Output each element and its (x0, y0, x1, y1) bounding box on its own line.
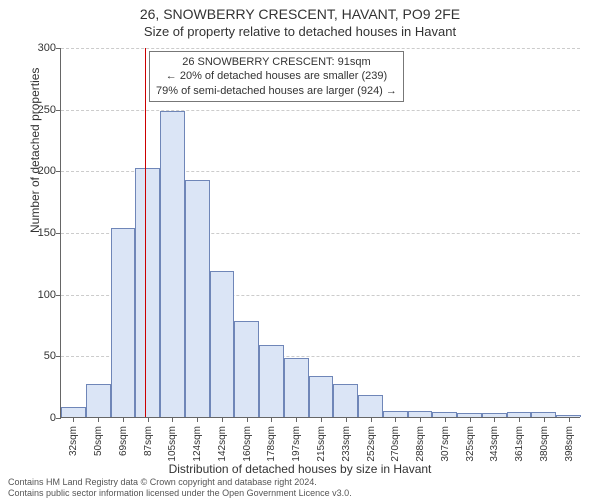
annotation-line: 26 SNOWBERRY CRESCENT: 91sqm (156, 55, 397, 69)
xtick-label: 87sqm (143, 426, 154, 456)
ytick-label: 50 (16, 350, 56, 362)
xtick-mark (247, 417, 248, 422)
histogram-bar (185, 180, 210, 417)
xtick-label: 325sqm (465, 426, 476, 462)
xtick-mark (395, 417, 396, 422)
xtick-label: 270sqm (390, 426, 401, 462)
xtick-label: 215sqm (316, 426, 327, 462)
xtick-label: 233sqm (341, 426, 352, 462)
chart-title-sub: Size of property relative to detached ho… (0, 24, 600, 39)
xtick-mark (172, 417, 173, 422)
xtick-mark (519, 417, 520, 422)
plot-area: 26 SNOWBERRY CRESCENT: 91sqm← 20% of det… (60, 48, 580, 418)
xtick-label: 142sqm (217, 426, 228, 462)
xtick-mark (123, 417, 124, 422)
ytick-label: 100 (16, 289, 56, 301)
xtick-label: 50sqm (93, 426, 104, 456)
gridline (61, 48, 580, 49)
xtick-mark (271, 417, 272, 422)
ytick-mark (56, 233, 61, 234)
histogram-bar (284, 358, 309, 417)
ytick-mark (56, 356, 61, 357)
footnote: Contains HM Land Registry data © Crown c… (8, 477, 352, 498)
xtick-label: 32sqm (68, 426, 79, 456)
xtick-mark (296, 417, 297, 422)
chart-container: 26, SNOWBERRY CRESCENT, HAVANT, PO9 2FE … (0, 0, 600, 500)
gridline (61, 110, 580, 111)
ytick-label: 200 (16, 165, 56, 177)
ytick-mark (56, 295, 61, 296)
histogram-bar (333, 384, 358, 417)
xtick-label: 160sqm (242, 426, 253, 462)
annotation-box: 26 SNOWBERRY CRESCENT: 91sqm← 20% of det… (149, 51, 404, 102)
xtick-label: 361sqm (514, 426, 525, 462)
xtick-mark (569, 417, 570, 422)
xtick-label: 178sqm (266, 426, 277, 462)
marker-line (145, 48, 146, 417)
annotation-line: ← 20% of detached houses are smaller (23… (156, 69, 397, 83)
histogram-bar (61, 407, 86, 417)
ytick-mark (56, 171, 61, 172)
xtick-label: 343sqm (489, 426, 500, 462)
ytick-mark (56, 48, 61, 49)
histogram-bar (210, 271, 235, 417)
ytick-label: 300 (16, 42, 56, 54)
xtick-mark (445, 417, 446, 422)
histogram-bar (160, 111, 185, 417)
ytick-label: 0 (16, 412, 56, 424)
xtick-label: 288sqm (415, 426, 426, 462)
footnote-line-1: Contains HM Land Registry data © Crown c… (8, 477, 317, 487)
chart-title-main: 26, SNOWBERRY CRESCENT, HAVANT, PO9 2FE (0, 6, 600, 22)
ytick-label: 250 (16, 104, 56, 116)
xtick-mark (98, 417, 99, 422)
ytick-mark (56, 418, 61, 419)
histogram-bar (234, 321, 259, 417)
ytick-mark (56, 110, 61, 111)
histogram-bar (259, 345, 284, 417)
histogram-bar (86, 384, 111, 417)
xtick-label: 105sqm (167, 426, 178, 462)
xtick-mark (197, 417, 198, 422)
xtick-mark (222, 417, 223, 422)
xtick-mark (371, 417, 372, 422)
xtick-label: 197sqm (291, 426, 302, 462)
xtick-label: 124sqm (192, 426, 203, 462)
xtick-mark (321, 417, 322, 422)
histogram-bar (358, 395, 383, 417)
xtick-label: 307sqm (440, 426, 451, 462)
ytick-label: 150 (16, 227, 56, 239)
xtick-mark (73, 417, 74, 422)
xtick-mark (470, 417, 471, 422)
xtick-mark (544, 417, 545, 422)
histogram-bar (135, 168, 160, 417)
xtick-mark (346, 417, 347, 422)
annotation-line: 79% of semi-detached houses are larger (… (156, 84, 397, 98)
xtick-mark (420, 417, 421, 422)
xtick-label: 380sqm (539, 426, 550, 462)
xtick-label: 69sqm (118, 426, 129, 456)
y-axis-label: Number of detached properties (28, 68, 42, 233)
xtick-mark (494, 417, 495, 422)
footnote-line-2: Contains public sector information licen… (8, 488, 352, 498)
xtick-label: 398sqm (564, 426, 575, 462)
x-axis-label: Distribution of detached houses by size … (0, 462, 600, 476)
xtick-mark (148, 417, 149, 422)
histogram-bar (309, 376, 334, 417)
histogram-bar (111, 228, 136, 417)
xtick-label: 252sqm (366, 426, 377, 462)
